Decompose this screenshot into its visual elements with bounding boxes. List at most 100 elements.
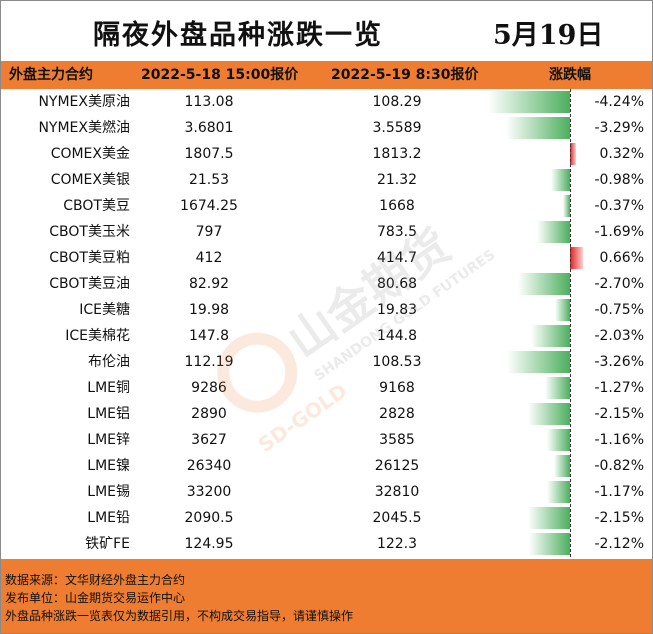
- cell-prev-price: 33200: [186, 484, 232, 500]
- footer-source: 数据来源：文华财经外盘主力合约: [5, 573, 186, 587]
- cell-curr-price: 2828: [379, 406, 415, 422]
- cell-change-pct: -0.37%: [594, 198, 644, 214]
- change-bar: [547, 481, 570, 503]
- table-row: COMEX美银 21.53 21.32 -0.98%: [1, 167, 652, 193]
- cell-prev-price: 3627: [191, 432, 227, 448]
- change-bar: [506, 117, 570, 139]
- table-row: 布伦油 112.19 108.53 -3.26%: [1, 349, 652, 375]
- cell-change-pct: -0.75%: [594, 302, 644, 318]
- cell-prev-price: 797: [195, 224, 223, 240]
- cell-curr-price: 80.68: [376, 276, 418, 292]
- cell-change-pct: 0.66%: [599, 250, 644, 266]
- change-bar: [537, 221, 570, 243]
- change-bar: [528, 507, 570, 529]
- cell-name: COMEX美银: [50, 172, 130, 188]
- cell-prev-price: 9286: [191, 380, 227, 396]
- change-bar: [562, 195, 570, 217]
- change-bar: [570, 247, 583, 269]
- cell-prev-price: 124.95: [184, 536, 234, 552]
- table-row: NYMEX美燃油 3.6801 3.5589 -3.29%: [1, 115, 652, 141]
- cell-curr-price: 32810: [374, 484, 420, 500]
- cell-curr-price: 3585: [379, 432, 415, 448]
- cell-name: ICE美棉花: [65, 328, 130, 344]
- cell-prev-price: 112.19: [184, 354, 234, 370]
- cell-prev-price: 2890: [191, 406, 227, 422]
- bar-zero-axis: [570, 89, 571, 557]
- cell-name: CBOT美豆油: [49, 276, 130, 292]
- table-row: CBOT美玉米 797 783.5 -1.69%: [1, 219, 652, 245]
- cell-change-pct: -3.26%: [594, 354, 644, 370]
- cell-name: LME锌: [87, 432, 130, 448]
- cell-name: COMEX美金: [50, 146, 130, 162]
- cell-curr-price: 144.8: [376, 328, 418, 344]
- change-bar: [547, 429, 570, 451]
- cell-name: LME铝: [87, 406, 130, 422]
- cell-prev-price: 1674.25: [180, 198, 238, 214]
- table-row: LME铅 2090.5 2045.5 -2.15%: [1, 505, 652, 531]
- cell-curr-price: 414.7: [376, 250, 418, 266]
- footer: 数据来源：文华财经外盘主力合约 发布单位：山金期货交易运作中心 外盘品种涨跌一览…: [1, 559, 652, 633]
- change-bar: [550, 169, 570, 191]
- table-row: CBOT美豆粕 412 414.7 0.66%: [1, 245, 652, 271]
- cell-prev-price: 412: [195, 250, 223, 266]
- cell-change-pct: -2.70%: [594, 276, 644, 292]
- cell-prev-price: 21.53: [188, 172, 230, 188]
- table-row: LME锌 3627 3585 -1.16%: [1, 427, 652, 453]
- cell-curr-price: 108.29: [372, 94, 422, 110]
- cell-name: CBOT美豆: [63, 198, 130, 214]
- cell-prev-price: 26340: [186, 458, 232, 474]
- cell-change-pct: -1.69%: [594, 224, 644, 240]
- change-bar: [530, 325, 570, 347]
- cell-name: NYMEX美燃油: [38, 120, 130, 136]
- cell-name: LME铜: [87, 380, 130, 396]
- cell-change-pct: -1.27%: [594, 380, 644, 396]
- cell-name: CBOT美玉米: [49, 224, 130, 240]
- change-bar: [545, 377, 570, 399]
- table-row: LME铝 2890 2828 -2.15%: [1, 401, 652, 427]
- cell-curr-price: 9168: [379, 380, 415, 396]
- table-row: COMEX美金 1807.5 1813.2 0.32%: [1, 141, 652, 167]
- cell-change-pct: -2.15%: [594, 406, 644, 422]
- cell-curr-price: 122.3: [376, 536, 418, 552]
- change-bar: [517, 273, 570, 295]
- header-name: 外盘主力合约: [9, 67, 93, 83]
- header-prev: 2022-5-18 15:00报价: [141, 67, 299, 83]
- change-bar: [570, 143, 577, 165]
- cell-curr-price: 783.5: [376, 224, 418, 240]
- table-header: 外盘主力合约 2022-5-18 15:00报价 2022-5-19 8:30报…: [1, 61, 652, 89]
- table-row: LME镍 26340 26125 -0.82%: [1, 453, 652, 479]
- change-bar: [506, 351, 570, 373]
- table-row: NYMEX美原油 113.08 108.29 -4.24%: [1, 89, 652, 115]
- table-row: LME铜 9286 9168 -1.27%: [1, 375, 652, 401]
- cell-prev-price: 1807.5: [184, 146, 234, 162]
- cell-curr-price: 1813.2: [372, 146, 422, 162]
- cell-change-pct: -2.15%: [594, 510, 644, 526]
- cell-change-pct: -2.12%: [594, 536, 644, 552]
- footer-disclaimer: 外盘品种涨跌一览表仅为数据引用，不构成交易指导，请谨慎操作: [5, 609, 354, 623]
- cell-prev-price: 147.8: [188, 328, 230, 344]
- cell-change-pct: -1.17%: [594, 484, 644, 500]
- cell-name: LME铅: [87, 510, 130, 526]
- report-date: 5月19日: [493, 20, 604, 51]
- cell-name: CBOT美豆粕: [49, 250, 130, 266]
- cell-prev-price: 19.98: [188, 302, 230, 318]
- cell-curr-price: 21.32: [376, 172, 418, 188]
- cell-name: LME锡: [87, 484, 130, 500]
- cell-name: ICE美糖: [79, 302, 130, 318]
- title-row: 隔夜外盘品种涨跌一览 5月19日: [1, 1, 652, 61]
- table-row: ICE美糖 19.98 19.83 -0.75%: [1, 297, 652, 323]
- table-row: CBOT美豆油 82.92 80.68 -2.70%: [1, 271, 652, 297]
- change-bar: [555, 299, 570, 321]
- cell-change-pct: -2.03%: [594, 328, 644, 344]
- cell-curr-price: 2045.5: [372, 510, 422, 526]
- cell-curr-price: 26125: [374, 458, 420, 474]
- change-bar: [554, 455, 570, 477]
- cell-prev-price: 2090.5: [184, 510, 234, 526]
- cell-name: 铁矿FE: [85, 536, 130, 552]
- table-row: ICE美棉花 147.8 144.8 -2.03%: [1, 323, 652, 349]
- cell-prev-price: 113.08: [184, 94, 234, 110]
- data-table: NYMEX美原油 113.08 108.29 -4.24% NYMEX美燃油 3.6801…: [1, 89, 652, 557]
- cell-name: NYMEX美原油: [38, 94, 130, 110]
- header-curr: 2022-5-19 8:30报价: [331, 67, 479, 83]
